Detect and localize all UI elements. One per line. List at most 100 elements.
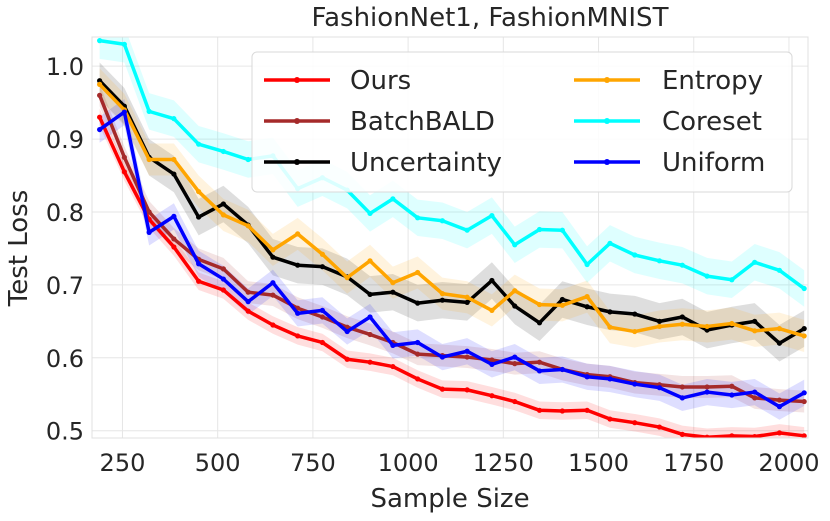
x-tick-label: 1750 [663, 449, 724, 477]
point-ours [489, 393, 495, 399]
point-uniform [415, 339, 421, 346]
point-coreset [607, 240, 613, 246]
y-tick-label: 1.0 [46, 53, 84, 81]
point-uncertainty [559, 296, 565, 303]
point-coreset [390, 196, 396, 202]
legend-label-entropy: Entropy [662, 66, 763, 96]
point-coreset [367, 210, 373, 217]
plot-frame [91, 36, 809, 439]
y-tick-label: 0.7 [46, 272, 84, 300]
point-uncertainty [801, 326, 807, 332]
point-uncertainty [776, 340, 783, 346]
point-entropy [390, 280, 396, 286]
point-entropy [319, 251, 326, 257]
point-uniform [245, 299, 251, 305]
series-line-entropy [98, 83, 805, 338]
point-batchbald [319, 314, 326, 320]
point-uniform [704, 389, 710, 395]
point-uniform [146, 229, 152, 235]
point-entropy [776, 326, 783, 332]
point-ours [171, 244, 177, 250]
point-batchbald [415, 351, 421, 357]
series-line-coreset [99, 38, 806, 290]
legend-label-batchbald: BatchBALD [350, 107, 495, 137]
point-entropy [632, 328, 638, 335]
point-batchbald [801, 398, 807, 405]
legend-label-coreset: Coreset [662, 107, 762, 137]
point-uniform [344, 328, 350, 335]
point-ours [776, 430, 783, 436]
point-uncertainty [656, 318, 663, 324]
point-ours [584, 407, 590, 413]
point-entropy [464, 294, 470, 300]
point-coreset [584, 261, 590, 268]
point-coreset [220, 148, 226, 155]
point-batchbald [97, 92, 103, 98]
point-entropy [656, 323, 663, 330]
series-lines [97, 38, 807, 438]
point-uniform [536, 368, 543, 374]
x-tick-label: 1500 [568, 449, 629, 477]
point-batchbald [704, 384, 710, 390]
point-coreset [512, 242, 518, 248]
point-entropy [704, 323, 710, 330]
point-uniform [367, 314, 373, 320]
point-coreset [752, 259, 758, 265]
point-batchbald [489, 357, 495, 363]
point-coreset [196, 141, 202, 147]
legend-marker-batchbald [294, 118, 300, 124]
point-uncertainty [97, 78, 103, 84]
point-ours [559, 408, 565, 414]
point-uniform [270, 280, 276, 286]
point-entropy [679, 321, 685, 327]
point-ours [344, 356, 350, 362]
point-ours [367, 359, 373, 365]
point-entropy [607, 324, 613, 330]
point-ours [295, 333, 301, 339]
point-coreset [679, 262, 685, 268]
point-uncertainty [171, 171, 177, 177]
y-tick-label: 0.5 [46, 418, 84, 446]
x-axis-label: Sample Size [370, 484, 529, 514]
point-uncertainty [295, 262, 301, 268]
x-tick-label: 250 [100, 449, 146, 477]
point-uniform [656, 385, 663, 391]
point-ours [319, 339, 326, 346]
point-ours [704, 434, 710, 438]
point-batchbald [536, 359, 543, 365]
point-entropy [439, 291, 445, 297]
point-ours [801, 433, 807, 438]
point-ours [752, 433, 758, 438]
point-ours [464, 387, 470, 393]
x-tick-label: 500 [195, 449, 241, 477]
point-entropy [171, 156, 177, 163]
legend-box [251, 51, 793, 193]
point-batchbald [121, 154, 127, 160]
point-ours [270, 322, 276, 328]
point-ours [632, 420, 638, 426]
point-coreset [729, 277, 735, 283]
point-uniform [390, 342, 396, 349]
point-ours [512, 398, 518, 405]
point-batchbald [512, 361, 518, 367]
point-coreset [464, 227, 470, 233]
point-entropy [729, 320, 735, 327]
point-uncertainty [319, 264, 326, 270]
point-ours [679, 431, 685, 437]
point-batchbald [679, 384, 685, 390]
legend-marker-entropy [604, 77, 610, 83]
point-coreset [415, 215, 421, 221]
point-entropy [489, 307, 495, 314]
legend-label-ours: Ours [350, 66, 411, 96]
point-ours [390, 363, 396, 370]
x-tick-label: 2000 [758, 449, 819, 477]
legend-marker-uncertainty [294, 159, 300, 165]
point-entropy [801, 333, 807, 339]
series-line-ours [98, 116, 805, 438]
point-entropy [536, 301, 543, 308]
point-uncertainty [607, 309, 613, 315]
point-uniform [196, 261, 202, 267]
point-entropy [245, 223, 251, 229]
point-uncertainty [439, 297, 445, 303]
